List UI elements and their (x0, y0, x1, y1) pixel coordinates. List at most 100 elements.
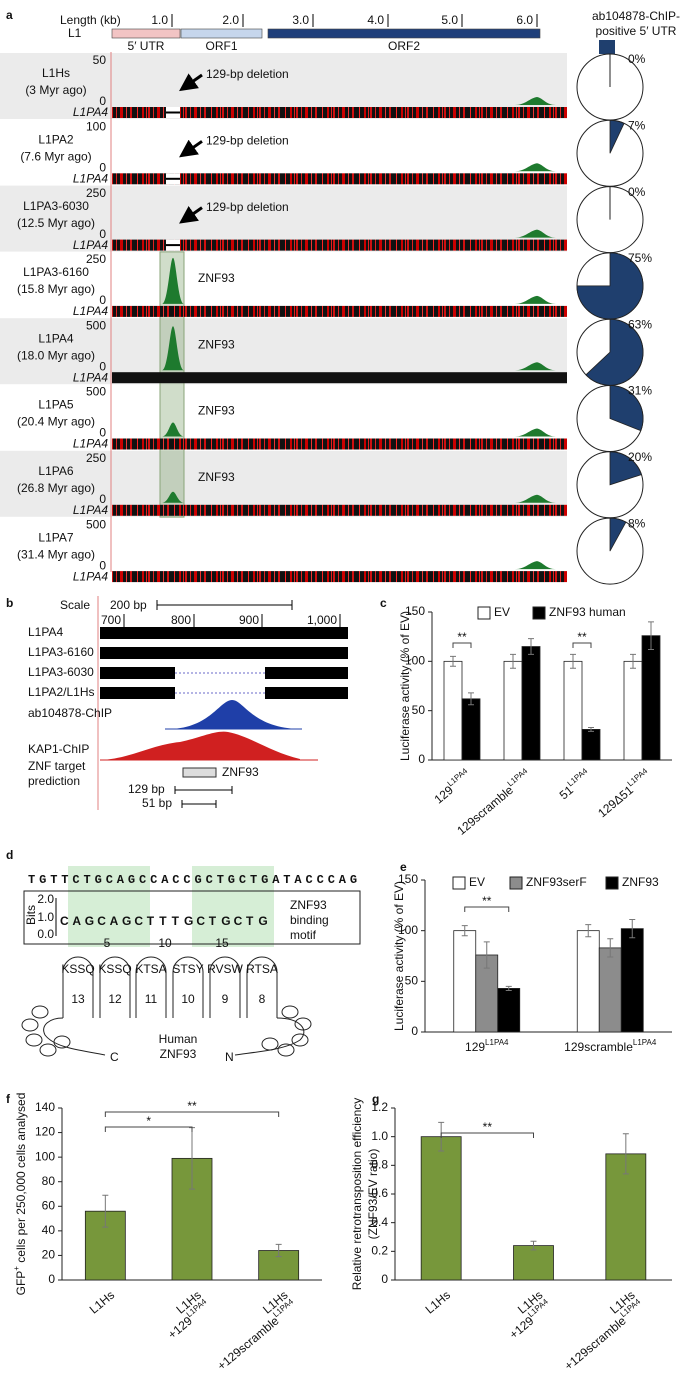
bar (563, 660, 583, 761)
reference-bar (112, 571, 567, 583)
x-tick-label: 129scrambleL1PA4 (453, 766, 534, 838)
x-tick-label: 51L1PA4 (555, 766, 594, 802)
bar (623, 660, 643, 761)
signal-peak (162, 257, 184, 304)
y-tick-label: 100 (398, 923, 418, 937)
arrow (179, 139, 203, 158)
track-name: L1PA3-6030 (23, 199, 89, 213)
x-label: L1Hs (423, 1288, 453, 1317)
finger-label: KSSQ (98, 962, 131, 976)
bar (605, 1153, 647, 1281)
category-line: +129scramble (215, 1314, 282, 1374)
finger-label: RTSA (246, 962, 278, 976)
significance-bracket (452, 642, 472, 648)
track-age: (12.5 Myr ago) (17, 216, 95, 230)
bar (453, 930, 477, 1033)
track-age: (26.8 Myr ago) (17, 481, 95, 495)
finger-label: STSY (172, 962, 203, 976)
row-label: L1PA3-6030 (28, 665, 94, 679)
y-label: Luciferase activity (% of EV) (398, 611, 412, 761)
sequence-base: C (72, 873, 79, 887)
x-tick-label: 129Δ51L1PA4 (594, 766, 654, 820)
error-bar (585, 924, 592, 938)
track-age: (7.6 Myr ago) (20, 149, 91, 163)
motif-highlight (192, 866, 274, 947)
finger-loop (39, 1043, 57, 1057)
x-label: 129scrambleL1PA4 (453, 766, 534, 838)
scale-size: 200 bp (110, 598, 147, 612)
position-tick: 15 (215, 936, 229, 950)
zinc-finger (172, 956, 204, 1018)
prediction-label: ZNF93 (222, 765, 259, 779)
pie-label: 8% (628, 516, 646, 530)
track-ymin: 0 (99, 227, 106, 241)
n-tail (234, 1017, 305, 1056)
significance: * (146, 1114, 151, 1128)
signal-peak (162, 326, 184, 371)
finger-number: 10 (181, 992, 195, 1006)
error-bar (607, 938, 614, 958)
row-label: L1PA4 (28, 625, 63, 639)
y-label-text: (ZNF93/EV ratio) (366, 1149, 380, 1240)
finger-number: 12 (108, 992, 122, 1006)
reference-label: L1PA4 (73, 105, 108, 119)
sequence-base: C (306, 873, 313, 887)
logo-letter: T (172, 914, 180, 928)
finger-label: RVSW (207, 962, 243, 976)
sequence-base: C (317, 873, 324, 887)
logo-letter: T (147, 914, 155, 928)
panel-label: d (6, 848, 13, 862)
bar (443, 660, 463, 761)
y-label-part: Relative retrotransposition efficiency (350, 1098, 364, 1291)
pie-label: 7% (628, 118, 646, 132)
legend-label: EV (469, 875, 485, 889)
significance-bracket (440, 1132, 534, 1138)
pie-label: 20% (628, 450, 652, 464)
reference-bar (112, 372, 567, 384)
position-tick: 900 (239, 613, 259, 627)
signal-bump (515, 428, 556, 437)
pie-label: 63% (628, 317, 652, 331)
finger-number: 13 (71, 992, 85, 1006)
pie-label: 0% (628, 52, 646, 66)
track-note: 129-bp deletion (206, 133, 289, 147)
y-label-part: GFP (14, 1271, 28, 1296)
legend-label: ZNF93 (622, 875, 659, 889)
bar (461, 698, 481, 761)
panel-label: b (6, 596, 13, 610)
pie-label: 31% (628, 384, 652, 398)
bar (503, 660, 523, 761)
bar (420, 1136, 462, 1281)
x-tick-label: 129scrambleL1PA4 (564, 1038, 657, 1054)
axis-title-g: Bits (24, 905, 38, 925)
x-label: L1Hs+129L1PA4 (165, 1288, 209, 1342)
track-ymax: 100 (86, 119, 106, 133)
track-note: ZNF93 (198, 271, 235, 285)
position-tick: 1,000 (307, 613, 337, 627)
x-label: 129Δ51L1PA4 (594, 766, 654, 820)
reference-label: L1PA4 (73, 370, 108, 384)
x-label: L1Hs (87, 1288, 117, 1317)
logo-letter: A (72, 914, 81, 928)
position-tick: 10 (158, 936, 172, 950)
track-ymin: 0 (99, 359, 106, 373)
signal-bump (515, 229, 556, 238)
y-tick-label: 0.4 (371, 1215, 388, 1229)
sequence-base: C (206, 873, 213, 887)
y-label: GFP+ cells per 250,000 cells analysed (12, 1093, 28, 1296)
finger-loop (21, 1018, 39, 1032)
terminus: N (225, 1050, 234, 1064)
scale-tick-label: 3.0 (292, 13, 309, 27)
sequence-base: A (294, 873, 302, 887)
sequence-base: T (283, 873, 290, 887)
prediction-box (182, 767, 217, 778)
category-sup: L1PA4 (446, 766, 470, 788)
logo-letter: A (110, 914, 119, 928)
y-tick-label: 0 (418, 752, 425, 766)
legend-swatch (605, 876, 619, 890)
logo-letter: G (122, 914, 131, 928)
error-bar (588, 726, 594, 732)
span-label: 51 bp (142, 796, 172, 810)
sequence-base: T (28, 873, 35, 887)
